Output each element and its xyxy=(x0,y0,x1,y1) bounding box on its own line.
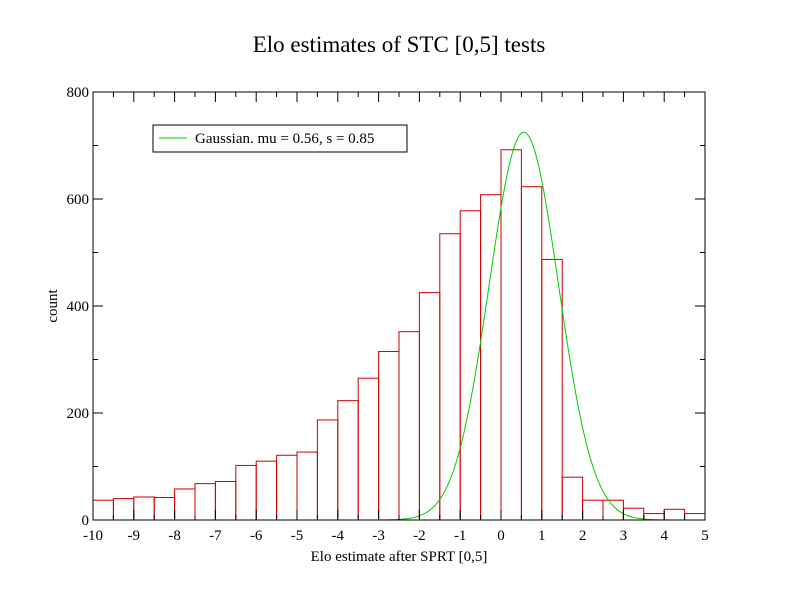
histogram-bar xyxy=(439,233,461,521)
histogram-bar xyxy=(663,508,686,521)
histogram-bar xyxy=(337,400,359,521)
x-axis-ticks: -10 -9 -8 -7 -6 -5 -4 -3 -2 -1 0 1 2 3 4 5 xyxy=(83,92,709,544)
y-tick-label: 0 xyxy=(82,513,90,529)
histogram-bar xyxy=(398,331,420,521)
histogram-bar xyxy=(276,454,298,521)
histogram-bar xyxy=(459,210,482,521)
x-tick-label: -3 xyxy=(372,528,385,544)
histogram-bar xyxy=(500,149,522,521)
legend-box xyxy=(152,124,408,153)
legend-label: Gaussian. mu = 0.56, s = 0.85 xyxy=(195,131,374,147)
histogram-bar xyxy=(92,499,114,521)
histogram-bar xyxy=(133,496,155,521)
x-tick-label: -4 xyxy=(332,528,345,544)
histogram-bar xyxy=(378,350,400,521)
histogram-bar xyxy=(174,488,196,521)
x-tick-label: -1 xyxy=(454,528,467,544)
histogram-bar xyxy=(684,513,706,521)
chart-title: Elo estimates of STC [0,5] tests xyxy=(253,32,546,57)
x-tick-label: 0 xyxy=(497,528,505,544)
legend: Gaussian. mu = 0.56, s = 0.85 xyxy=(152,124,408,153)
y-tick-label: 200 xyxy=(67,406,90,422)
x-tick-label: -8 xyxy=(168,528,181,544)
histogram-bar xyxy=(418,292,441,521)
x-tick-label: -10 xyxy=(83,528,103,544)
y-axis-label: count xyxy=(45,289,61,323)
histogram-bar xyxy=(582,499,604,521)
histogram-bar xyxy=(520,186,543,521)
y-tick-label: 600 xyxy=(67,192,90,208)
x-tick-label: 4 xyxy=(660,528,668,544)
histogram-bar xyxy=(112,498,135,521)
x-tick-label: 5 xyxy=(701,528,709,544)
histogram-bar xyxy=(602,499,624,521)
x-tick-label: -5 xyxy=(291,528,304,544)
y-tick-label: 800 xyxy=(67,85,90,101)
histogram-bar xyxy=(296,451,318,521)
y-axis-ticks: 0 200 400 600 800 xyxy=(67,85,705,529)
histogram-bar xyxy=(561,476,584,521)
histogram-bar xyxy=(194,483,216,521)
x-tick-label: -9 xyxy=(128,528,141,544)
histogram-bar xyxy=(235,464,257,521)
histogram-bar xyxy=(480,194,502,521)
x-tick-label: 3 xyxy=(620,528,628,544)
histogram-bar xyxy=(214,480,237,521)
x-tick-label: -6 xyxy=(250,528,263,544)
x-tick-label: 1 xyxy=(538,528,546,544)
x-axis-label: Elo estimate after SPRT [0,5] xyxy=(311,549,488,565)
histogram-bar xyxy=(357,377,380,521)
x-tick-label: -2 xyxy=(413,528,426,544)
histogram-bar xyxy=(153,497,176,521)
y-tick-label: 400 xyxy=(67,299,90,315)
histogram-bar xyxy=(541,258,563,521)
histogram-bar xyxy=(255,460,278,521)
x-tick-label: -7 xyxy=(209,528,222,544)
histogram-bar xyxy=(316,419,339,521)
histogram-bars xyxy=(92,149,706,521)
x-tick-label: 2 xyxy=(579,528,587,544)
